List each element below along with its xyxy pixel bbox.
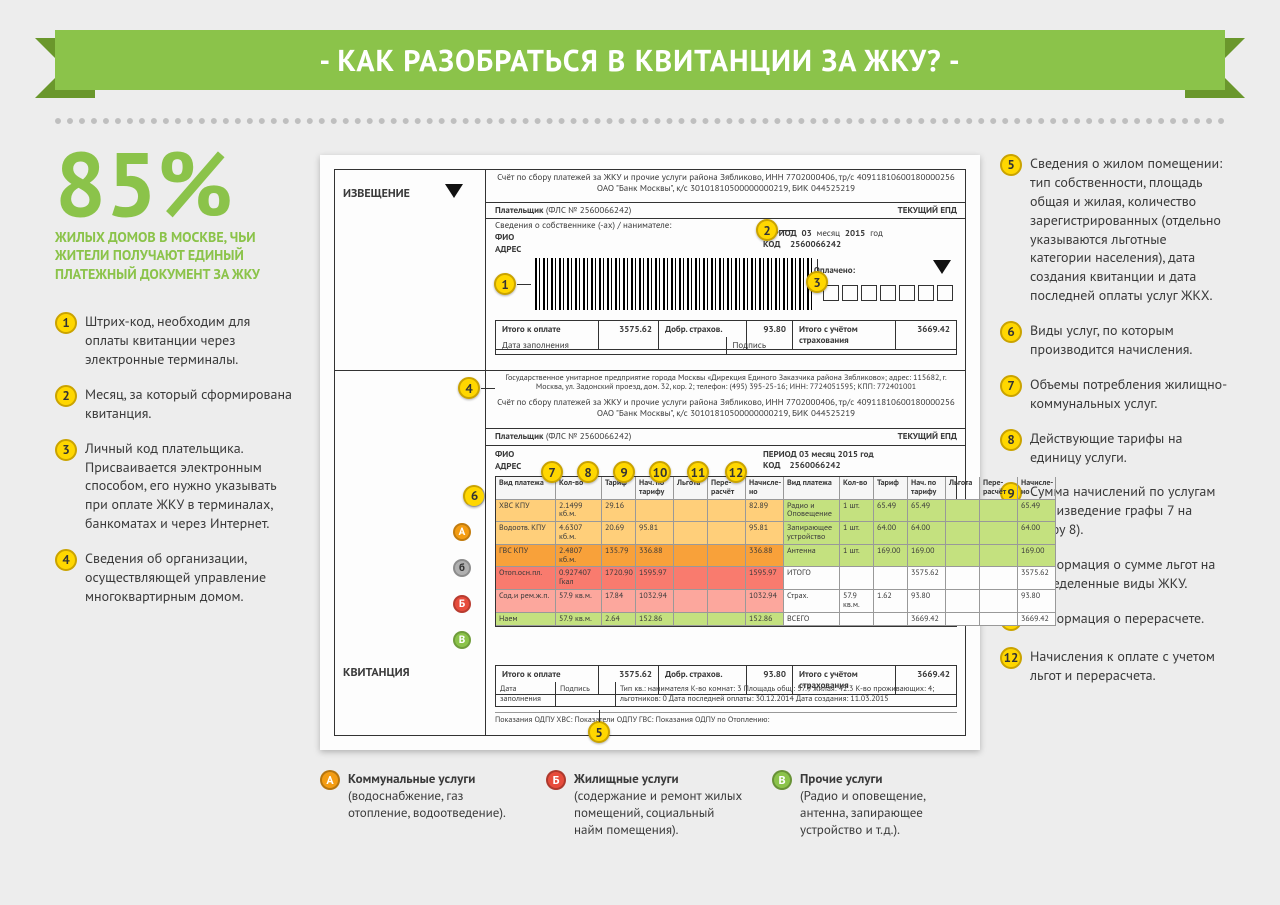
- left-column: 85% ЖИЛЫХ ДОМОВ В МОСКВЕ, ЧЬИ ЖИТЕЛИ ПОЛ…: [55, 145, 295, 622]
- note-badge: 7: [1000, 375, 1022, 397]
- note-badge: 8: [1000, 429, 1022, 451]
- fio-lbl-2: ФИО: [495, 449, 514, 460]
- note-item: 1 Штрих-код, необходим для оплаты квитан…: [55, 312, 295, 369]
- legend-text: Коммунальные услуги(водоснабжение, газ о…: [348, 770, 518, 838]
- marker-3: 3: [806, 271, 828, 293]
- note-text: Месяц, за который сформирована квитанция…: [85, 385, 295, 423]
- legend-badge: В: [772, 770, 792, 790]
- table-row: ХВС КПУ2.1499 кб.м.29.1682.89Радио и Опо…: [496, 500, 956, 523]
- legend-item: В Прочие услуги(Радио и оповещение, анте…: [772, 770, 970, 838]
- marker-10: 10: [649, 461, 671, 483]
- note-text: Штрих-код, необходим для оплаты квитанци…: [85, 312, 295, 369]
- note-item: 7 Объемы потребления жилищно-коммунальны…: [1000, 375, 1230, 413]
- table-row: Наем57.9 кв.м.2.64152.86152.86ВСЕГО3669.…: [496, 613, 956, 627]
- marker-9: 9: [613, 461, 635, 483]
- adres-lbl: АДРЕС: [495, 244, 521, 255]
- note-badge: 12: [1000, 647, 1022, 669]
- note-item: 2 Месяц, за который сформирована квитанц…: [55, 385, 295, 423]
- stub-title: ИЗВЕЩЕНИЕ: [343, 186, 410, 201]
- receipt: ИЗВЕЩЕНИЕ Счёт по сбору платежей за ЖКУ …: [320, 155, 980, 750]
- page-title: - КАК РАЗОБРАТЬСЯ В КВИТАНЦИИ ЗА ЖКУ? -: [319, 41, 960, 80]
- note-text: Действующие тарифы на единицу услуги.: [1030, 429, 1230, 467]
- note-badge: 5: [1000, 154, 1022, 176]
- note-text: Сведения о жилом помещении: тип собствен…: [1030, 154, 1230, 305]
- barcode: [535, 258, 815, 310]
- legend-badge: А: [320, 770, 340, 790]
- note-item: 3 Личный код плательщика. Присваивается …: [55, 439, 295, 533]
- legend: А Коммунальные услуги(водоснабжение, газ…: [320, 770, 970, 838]
- down-triangle-icon: [445, 184, 463, 198]
- legend-text: Жилищные услуги(содержание и ремонт жилы…: [574, 770, 744, 838]
- note-text: Личный код плательщика. Присваивается эл…: [85, 439, 295, 533]
- table-cat-badge: Б: [453, 595, 471, 613]
- marker-4: 4: [458, 377, 480, 399]
- legend-item: Б Жилищные услуги(содержание и ремонт жи…: [546, 770, 744, 838]
- period-block: ПЕРИОД 03 месяц 2015 год КОД 2560066242: [763, 228, 953, 250]
- note-item: 8 Действующие тарифы на единицу услуги.: [1000, 429, 1230, 467]
- marker-8: 8: [577, 461, 599, 483]
- header-org: Счёт по сбору платежей за ЖКУ и прочие у…: [495, 173, 957, 195]
- note-item: 12 Начисления к оплате с учетом льгот и …: [1000, 647, 1230, 685]
- marker-11: 11: [687, 461, 709, 483]
- note-badge: 1: [55, 312, 77, 334]
- date-lbl: Дата заполнения: [496, 337, 727, 354]
- note-text: Объемы потребления жилищно-коммунальных …: [1030, 375, 1230, 413]
- title-ribbon: - КАК РАЗОБРАТЬСЯ В КВИТАНЦИИ ЗА ЖКУ? -: [55, 30, 1225, 90]
- service-table: Вид платежаКол-воТарифНач. по тарифуЛьго…: [495, 476, 957, 627]
- note-text: Информация о сумме льгот на определенные…: [1030, 555, 1230, 593]
- pay-boxes: [823, 285, 953, 301]
- note-badge: 4: [55, 549, 77, 571]
- note-badge: 6: [1000, 321, 1022, 343]
- adres-lbl-2: АДРЕС: [495, 461, 521, 472]
- table-row: ГВС КПУ2.4807 кб.м.135.79336.88336.88Ант…: [496, 545, 956, 568]
- marker-7: 7: [541, 461, 563, 483]
- fls: (ФЛС № 2560066242): [546, 205, 631, 216]
- note-badge: 3: [55, 439, 77, 461]
- legend-badge: Б: [546, 770, 566, 790]
- table-row: Отоп.осн.пл.0.927407 Гкал1720.901595.971…: [496, 567, 956, 590]
- note-item: 4 Сведения об организации, осуществляюще…: [55, 549, 295, 606]
- note-text: Виды услуг, по которым производится начи…: [1030, 321, 1230, 359]
- note-badge: 2: [55, 385, 77, 407]
- marker-5: 5: [588, 721, 610, 743]
- org-line: Государственное унитарное предприятие го…: [495, 374, 957, 392]
- table-row: Сод.и рем.ж.п.57.9 кв.м.17.841032.941032…: [496, 590, 956, 613]
- marker-1: 1: [494, 273, 516, 295]
- marker-6: 6: [463, 485, 485, 507]
- epd: ТЕКУЩИЙ ЕПД: [898, 205, 957, 216]
- bottom-title: КВИТАНЦИЯ: [343, 665, 410, 680]
- legend-text: Прочие услуги(Радио и оповещение, антенн…: [800, 770, 970, 838]
- legend-item: А Коммунальные услуги(водоснабжение, газ…: [320, 770, 518, 838]
- note-text: Сумма начислений по услугам (произведени…: [1030, 482, 1230, 539]
- table-cat-badge: б: [453, 559, 471, 577]
- marker-12: 12: [725, 461, 747, 483]
- owner-line: Сведения о собственнике (-ах) / нанимате…: [495, 220, 671, 231]
- payer-lbl: Плательщик: [495, 205, 543, 216]
- bottom-info: Тип кв.: нанимателя К-во комнат: 3 Площа…: [616, 682, 956, 706]
- note-item: 6 Виды услуг, по которым производится на…: [1000, 321, 1230, 359]
- table-cat-badge: А: [453, 523, 471, 541]
- note-text: Сведения об организации, осуществляющей …: [85, 549, 295, 606]
- note-text: Информация о перерасчете.: [1030, 609, 1230, 631]
- sign-lbl: Подпись: [727, 337, 957, 354]
- table-row: Водоотв. КПУ4.6307 кб.м.20.6995.8195.81З…: [496, 522, 956, 545]
- stat-pct: 85%: [55, 145, 295, 222]
- header-org-2: Счёт по сбору платежей за ЖКУ и прочие у…: [495, 398, 957, 420]
- down-triangle-icon: [933, 260, 951, 274]
- table-cat-badge: В: [453, 631, 471, 649]
- fio-lbl: ФИО: [495, 232, 514, 243]
- note-text: Начисления к оплате с учетом льгот и пер…: [1030, 647, 1230, 685]
- period-main: ПЕРИОД 03 месяц 2015 год: [763, 449, 874, 460]
- meters-line: Показания ОДПУ ХВС: Показатели ОДПУ ГВС:…: [495, 712, 957, 725]
- note-item: 5 Сведения о жилом помещении: тип собств…: [1000, 154, 1230, 305]
- stat-caption: ЖИЛЫХ ДОМОВ В МОСКВЕ, ЧЬИ ЖИТЕЛИ ПОЛУЧАЮ…: [55, 228, 295, 285]
- marker-2: 2: [756, 219, 778, 241]
